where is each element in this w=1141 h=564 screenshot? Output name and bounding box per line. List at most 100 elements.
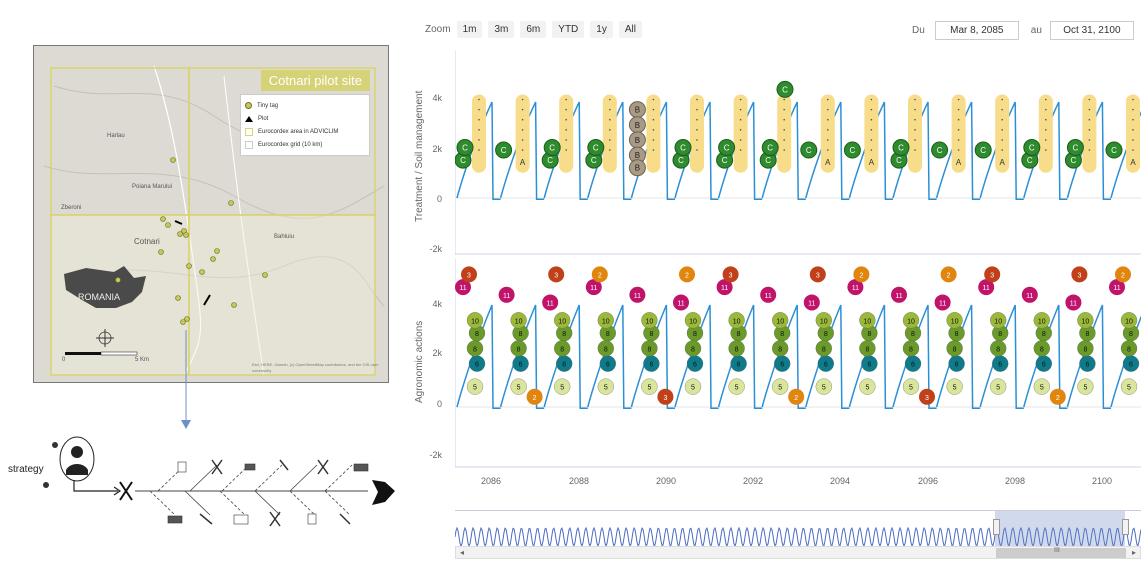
- marker-dot: [652, 98, 655, 101]
- action-3-marker: [461, 266, 477, 283]
- marker-label: C: [593, 144, 599, 153]
- navigator-right-handle[interactable]: [1122, 519, 1129, 535]
- action-5-marker: [946, 378, 963, 395]
- marker-label: 11: [677, 300, 684, 307]
- zoom-all-button[interactable]: All: [618, 21, 642, 38]
- marker-label: C: [1071, 156, 1077, 165]
- marker-dot: [609, 139, 611, 141]
- marker-dot: [696, 108, 698, 111]
- treatment-c-marker: [800, 141, 818, 159]
- action-11-marker: [847, 279, 864, 296]
- legend-item: Tiny tag: [245, 99, 365, 112]
- action-10-marker: [772, 312, 789, 329]
- zoom-6m-button[interactable]: 6m: [520, 21, 547, 38]
- treatment-c-marker: [456, 139, 474, 156]
- to-label: au: [1030, 25, 1042, 36]
- marker-dot: [827, 129, 829, 131]
- marker-label: 8: [780, 331, 784, 338]
- treatment-a-marker: [951, 94, 966, 173]
- marker-dot: [957, 129, 960, 131]
- marker-label: 8: [475, 331, 479, 338]
- zoom-1m-button[interactable]: 1m: [456, 21, 483, 38]
- legend-label: Plot: [258, 115, 269, 122]
- action-10-marker: [554, 312, 571, 329]
- agronomic-chart[interactable]: 5688101135688101125688101135688101125688…: [455, 258, 1141, 468]
- marker-label: 5: [517, 385, 521, 392]
- y-tick-label: 0: [436, 194, 442, 204]
- marker-dot: [609, 108, 611, 111]
- zoom-3m-button[interactable]: 3m: [488, 21, 515, 38]
- marker-label: 6: [1129, 362, 1133, 369]
- marker-label: A: [956, 158, 962, 167]
- area-square-icon: [245, 127, 253, 136]
- marker-label: 2: [1056, 395, 1060, 402]
- treatment-c-marker: [776, 80, 794, 98]
- marker-label: 8: [778, 346, 782, 353]
- marker-label: 8: [998, 331, 1002, 338]
- to-date-input[interactable]: [1049, 21, 1134, 40]
- action-3-marker: [657, 388, 674, 405]
- action-10-marker: [990, 312, 1007, 329]
- marker-label: C: [1027, 156, 1033, 165]
- action-2-marker: [1115, 266, 1131, 283]
- legend-item: Plot: [245, 112, 365, 125]
- marker-label: 8: [562, 331, 566, 338]
- marker-label: 5: [604, 385, 608, 392]
- marker-label: 5: [647, 385, 651, 392]
- action-10-marker: [859, 312, 876, 329]
- marker-label: A: [825, 158, 831, 167]
- marker-dot: [478, 139, 480, 141]
- marker-label: 10: [733, 318, 741, 325]
- marker-label: 10: [646, 318, 654, 325]
- marker-label: 8: [517, 346, 521, 353]
- marker-label: 11: [852, 285, 859, 292]
- scale-zero: 0: [62, 357, 66, 363]
- marker-dot: [565, 129, 567, 131]
- marker-dot: [1132, 98, 1134, 101]
- action-11-marker: [716, 279, 733, 296]
- action-5-marker: [684, 378, 702, 395]
- navigator-scrollbar[interactable]: ◂ III ▸: [455, 546, 1141, 559]
- marker-label: C: [591, 156, 597, 165]
- action-10-marker: [510, 312, 527, 329]
- zoom-ytd-button[interactable]: YTD: [552, 21, 585, 38]
- marker-dot: [870, 129, 873, 131]
- marker-dot: [739, 139, 742, 141]
- place-label: Cotnari: [134, 237, 160, 246]
- marker-dot: [521, 98, 524, 101]
- marker-label: 6: [649, 362, 653, 369]
- marker-label: C: [501, 146, 507, 155]
- marker-label: 10: [471, 318, 479, 325]
- marker-label: 10: [689, 318, 697, 325]
- marker-label: C: [547, 156, 553, 165]
- action-10-marker: [728, 312, 745, 329]
- navigator-line: [455, 526, 1141, 548]
- marker-label: C: [680, 144, 686, 153]
- marker-dot: [521, 139, 524, 141]
- navigator-selection[interactable]: [995, 511, 1125, 551]
- marker-label: 2: [947, 272, 951, 279]
- scroll-right-arrow[interactable]: ▸: [1131, 548, 1136, 557]
- marker-label: 5: [909, 385, 913, 392]
- zoom-1y-button[interactable]: 1y: [590, 21, 613, 38]
- scroll-thumb[interactable]: III: [996, 547, 1126, 558]
- marker-label: 5: [473, 385, 477, 392]
- marker-dot: [870, 98, 873, 101]
- scroll-left-arrow[interactable]: ◂: [459, 548, 464, 557]
- action-2-marker: [679, 266, 695, 283]
- from-date-input[interactable]: [934, 21, 1019, 40]
- marker-dot: [1132, 149, 1134, 151]
- marker-dot: [696, 98, 698, 101]
- navigator-left-handle[interactable]: [993, 519, 1000, 535]
- x-tick-label: 2090: [655, 476, 677, 486]
- marker-label: 6: [1042, 362, 1046, 369]
- range-navigator[interactable]: [455, 510, 1141, 551]
- y-tick-label: 2k: [432, 348, 442, 358]
- marker-dot: [521, 108, 524, 111]
- place-label: Harlau: [107, 133, 125, 139]
- treatment-c-marker: [543, 139, 561, 156]
- treatment-a-marker: [602, 94, 617, 173]
- y-tick-label: 4k: [432, 299, 442, 309]
- marker-dot: [1001, 108, 1003, 111]
